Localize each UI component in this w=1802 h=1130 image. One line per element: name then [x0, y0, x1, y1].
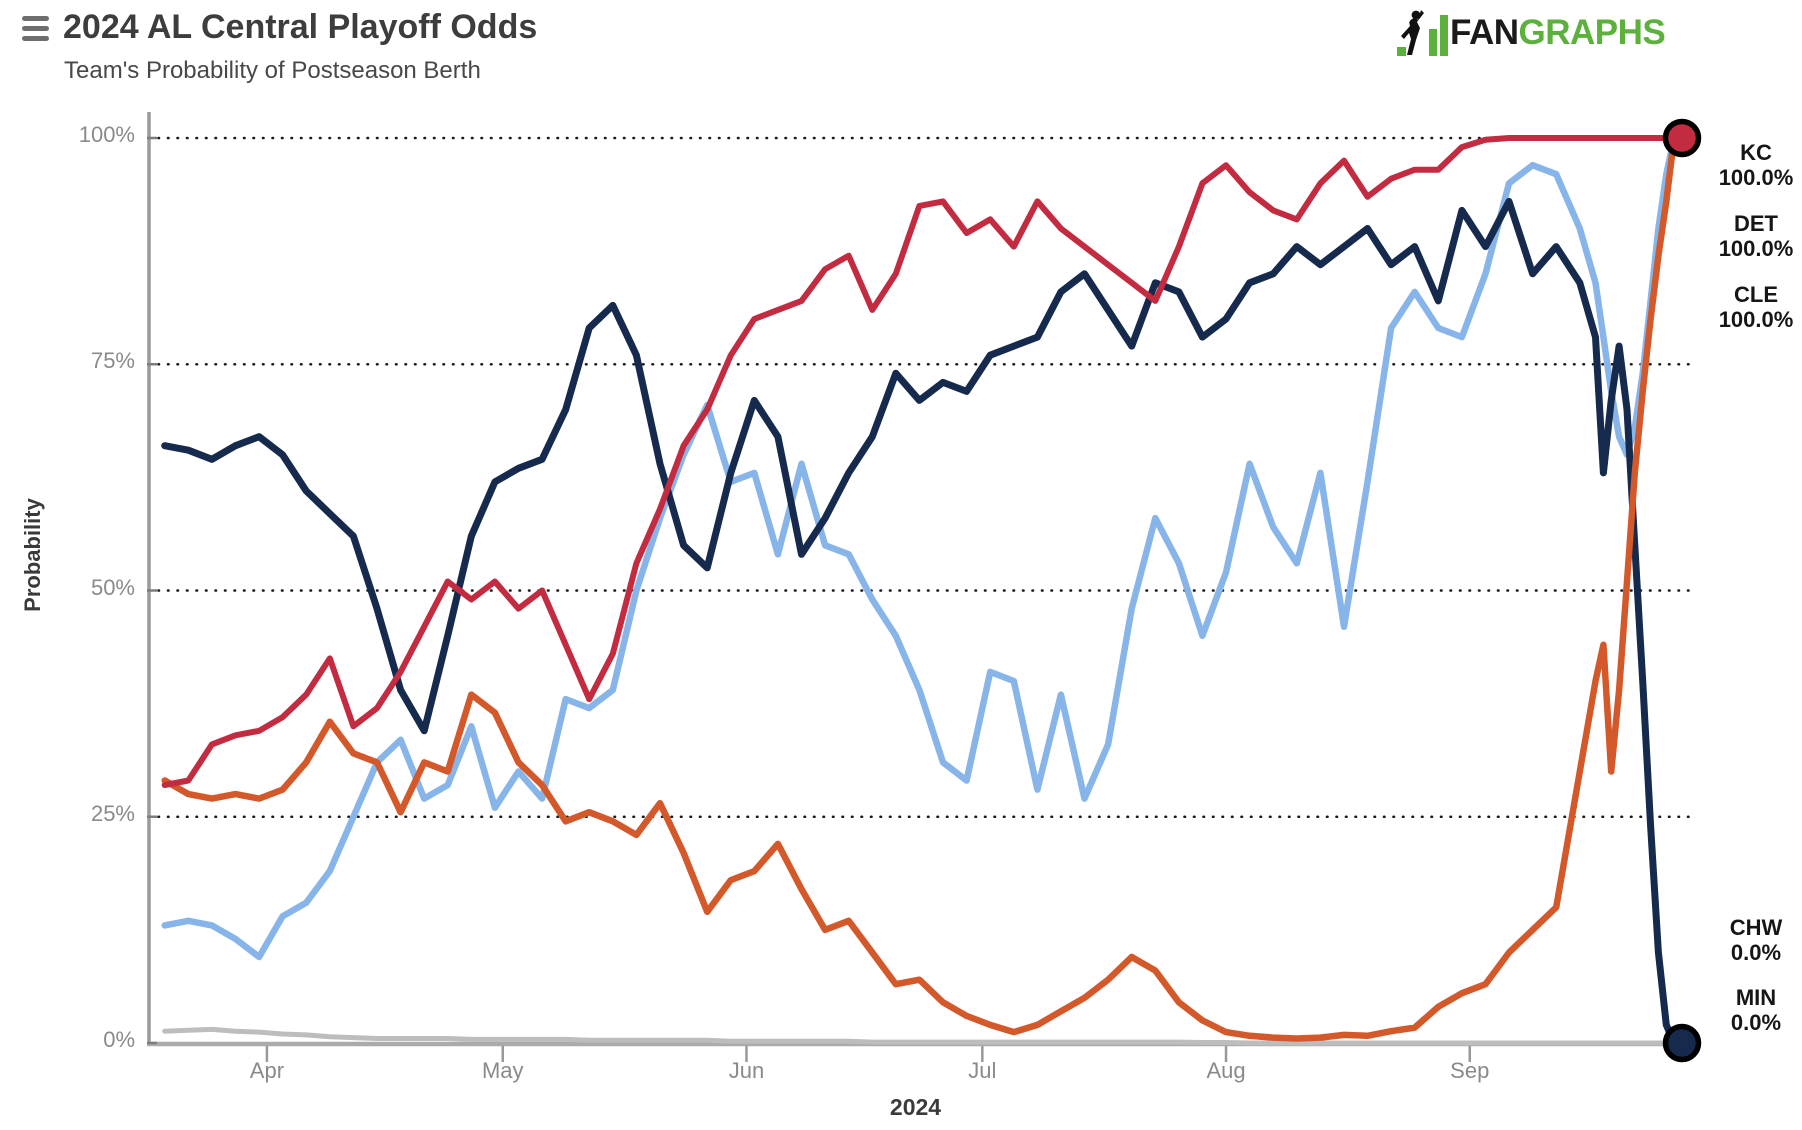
end-label-det: DET 100.0%: [1718, 211, 1794, 261]
x-tick-label-May: May: [481, 1058, 524, 1083]
fangraphs-logo[interactable]: FANGRAPHS: [1396, 8, 1666, 58]
x-tick-label-Jul: Jul: [968, 1058, 997, 1083]
end-label-kc: KC 100.0%: [1718, 140, 1794, 190]
fangraphs-logo-icon: [1397, 10, 1448, 56]
page-subtitle: Team's Probability of Postseason Berth: [64, 57, 481, 84]
x-tick-label-Sep: Sep: [1450, 1058, 1490, 1083]
end-label-cle: CLE 100.0%: [1718, 282, 1794, 332]
x-tick-label-Aug: Aug: [1206, 1058, 1246, 1083]
series-line-CLE: [161, 135, 1685, 789]
series-line-KC: [161, 134, 1686, 961]
endpoint-dot-MIN: [1662, 1023, 1702, 1063]
menu-bar: [22, 36, 49, 41]
end-label-chw: CHW 0.0%: [1729, 915, 1783, 965]
y-tick-label-100%: 100%: [78, 122, 135, 147]
x-tick-label-Jun: Jun: [728, 1058, 765, 1083]
y-tick-label-75%: 75%: [90, 348, 135, 374]
y-tick-label-50%: 50%: [90, 574, 135, 600]
x-axis-title: 2024: [889, 1094, 942, 1120]
y-tick-label-0%: 0%: [103, 1027, 135, 1052]
series-line-DET: [161, 134, 1686, 1042]
endpoint-dot-CLE: [1662, 118, 1702, 158]
y-tick-label-25%: 25%: [90, 800, 135, 826]
menu-bar: [22, 26, 49, 31]
end-label-min: MIN 0.0%: [1730, 985, 1782, 1035]
x-tick-label-Apr: Apr: [249, 1058, 285, 1083]
menu-bar: [22, 16, 49, 21]
y-axis-title: Probability: [20, 498, 45, 612]
fangraphs-logo-text: FANGRAPHS: [1450, 13, 1666, 52]
menu-icon[interactable]: [22, 16, 52, 42]
series-line-CHW: [162, 1026, 1685, 1046]
page-title: 2024 AL Central Playoff Odds: [63, 8, 538, 46]
series-line-MIN: [161, 197, 1686, 1047]
